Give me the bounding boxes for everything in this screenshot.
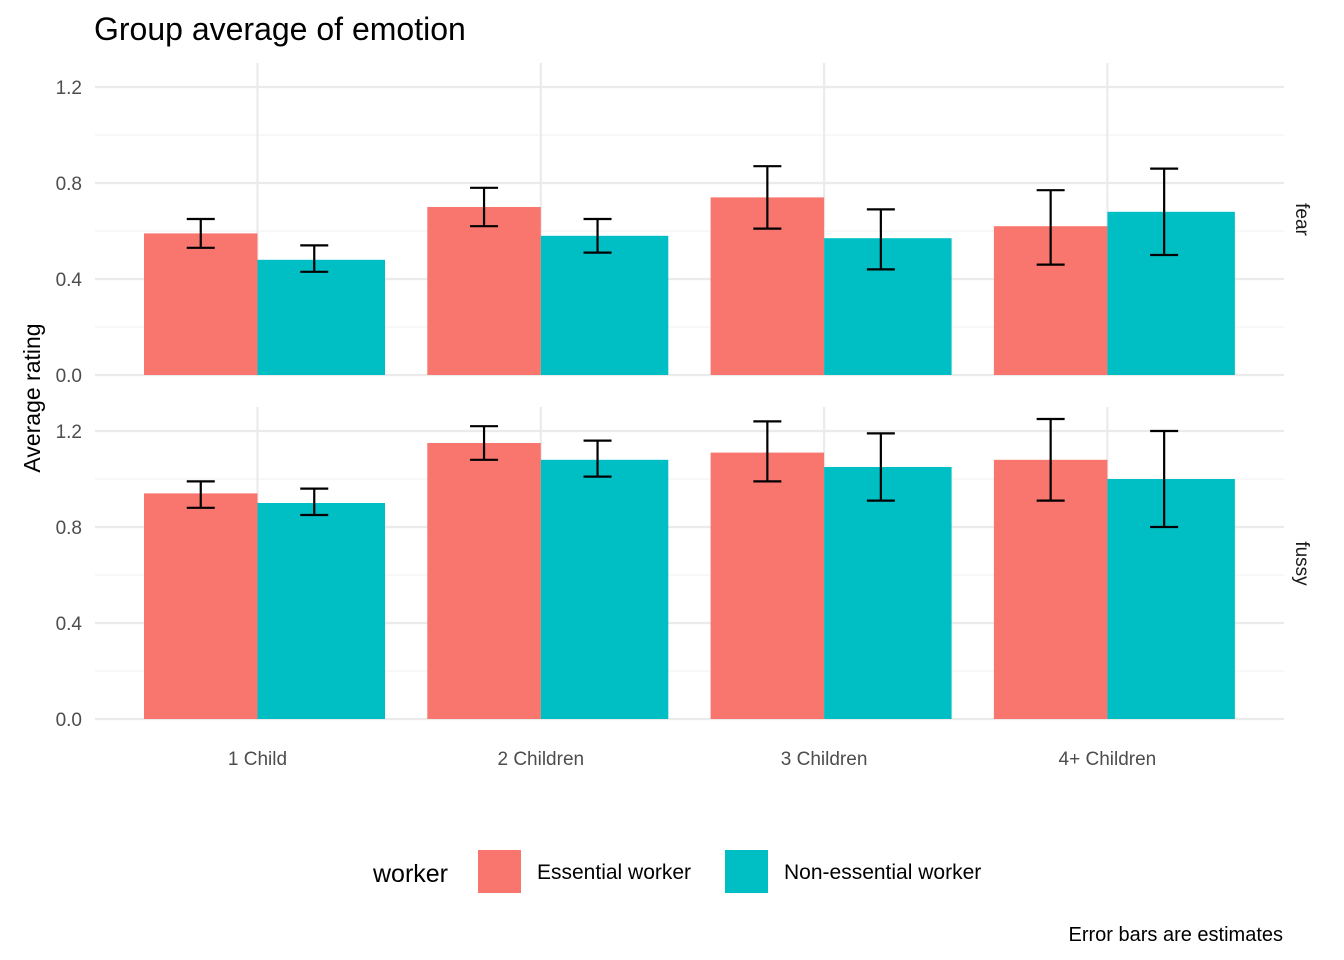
chart-panels: 0.0 0.4 0.8 1.2 fear 0.0 0.4 0.8 1.2 fussy <box>56 63 1312 731</box>
y-tick-label: 1.2 <box>56 422 82 443</box>
error-bar <box>753 420 782 483</box>
x-axis: 1 Child 2 Children 3 Children 4+ Children <box>228 749 1156 770</box>
x-tick-label: 4+ Children <box>1059 749 1157 770</box>
chart-title: Group average of emotion <box>94 11 466 47</box>
error-bar <box>866 208 895 271</box>
error-bar <box>1036 189 1065 266</box>
error-bar <box>583 439 612 478</box>
error-bar <box>300 487 329 517</box>
bar-fear-essential-worker-1 <box>427 207 541 375</box>
y-tick-label: 0.0 <box>56 710 82 731</box>
bar-fear-non-essential-worker-0 <box>257 259 385 375</box>
facet-strip-label: fussy <box>1291 541 1312 586</box>
error-bar <box>186 217 215 249</box>
y-tick-label: 0.8 <box>56 174 82 195</box>
bar-fear-essential-worker-0 <box>144 233 258 375</box>
y-tick-label: 0.4 <box>56 614 83 635</box>
bar-fussy-essential-worker-1 <box>427 443 541 719</box>
error-bar <box>470 186 499 228</box>
x-tick-label: 3 Children <box>781 749 868 770</box>
bar-fussy-non-essential-worker-0 <box>257 503 385 719</box>
error-bar <box>300 244 329 273</box>
bar-fear-non-essential-worker-1 <box>540 235 669 375</box>
legend-title: worker <box>372 860 448 888</box>
x-tick-label: 2 Children <box>497 749 584 770</box>
error-bar <box>866 432 895 502</box>
x-tick-label: 1 Child <box>228 749 287 770</box>
facet-panel-fussy: 0.0 0.4 0.8 1.2 fussy <box>56 407 1312 731</box>
bar-fear-non-essential-worker-2 <box>824 238 952 375</box>
error-bar <box>1150 167 1179 257</box>
legend-label-0: Essential worker <box>537 861 691 884</box>
bar-fussy-essential-worker-0 <box>144 493 258 719</box>
y-tick-label: 1.2 <box>56 78 82 99</box>
y-axis-label: Average rating <box>19 323 45 472</box>
bar-fussy-non-essential-worker-1 <box>540 459 669 719</box>
y-tick-label: 0.4 <box>56 270 83 291</box>
legend-label-1: Non-essential worker <box>784 861 981 884</box>
y-tick-label: 0.8 <box>56 518 82 539</box>
y-tick-label: 0.0 <box>56 366 82 387</box>
bar-fussy-non-essential-worker-2 <box>824 467 952 719</box>
error-bar <box>470 425 499 461</box>
bar-fussy-essential-worker-2 <box>710 452 825 719</box>
chart-caption: Error bars are estimates <box>1068 924 1283 946</box>
facet-strip-label: fear <box>1291 203 1312 236</box>
error-bar <box>753 165 782 230</box>
legend-key-1 <box>725 850 768 893</box>
error-bar <box>1150 429 1179 529</box>
bar-fussy-essential-worker-3 <box>993 459 1108 719</box>
legend: worker Essential worker Non-essential wor… <box>372 850 981 893</box>
legend-key-0 <box>478 850 521 893</box>
error-bar <box>583 217 612 254</box>
bar-fear-non-essential-worker-3 <box>1107 211 1235 375</box>
bar-fussy-non-essential-worker-3 <box>1107 479 1235 719</box>
facet-panel-fear: 0.0 0.4 0.8 1.2 fear <box>56 63 1312 387</box>
error-bar <box>1036 417 1065 502</box>
error-bar <box>186 480 215 509</box>
